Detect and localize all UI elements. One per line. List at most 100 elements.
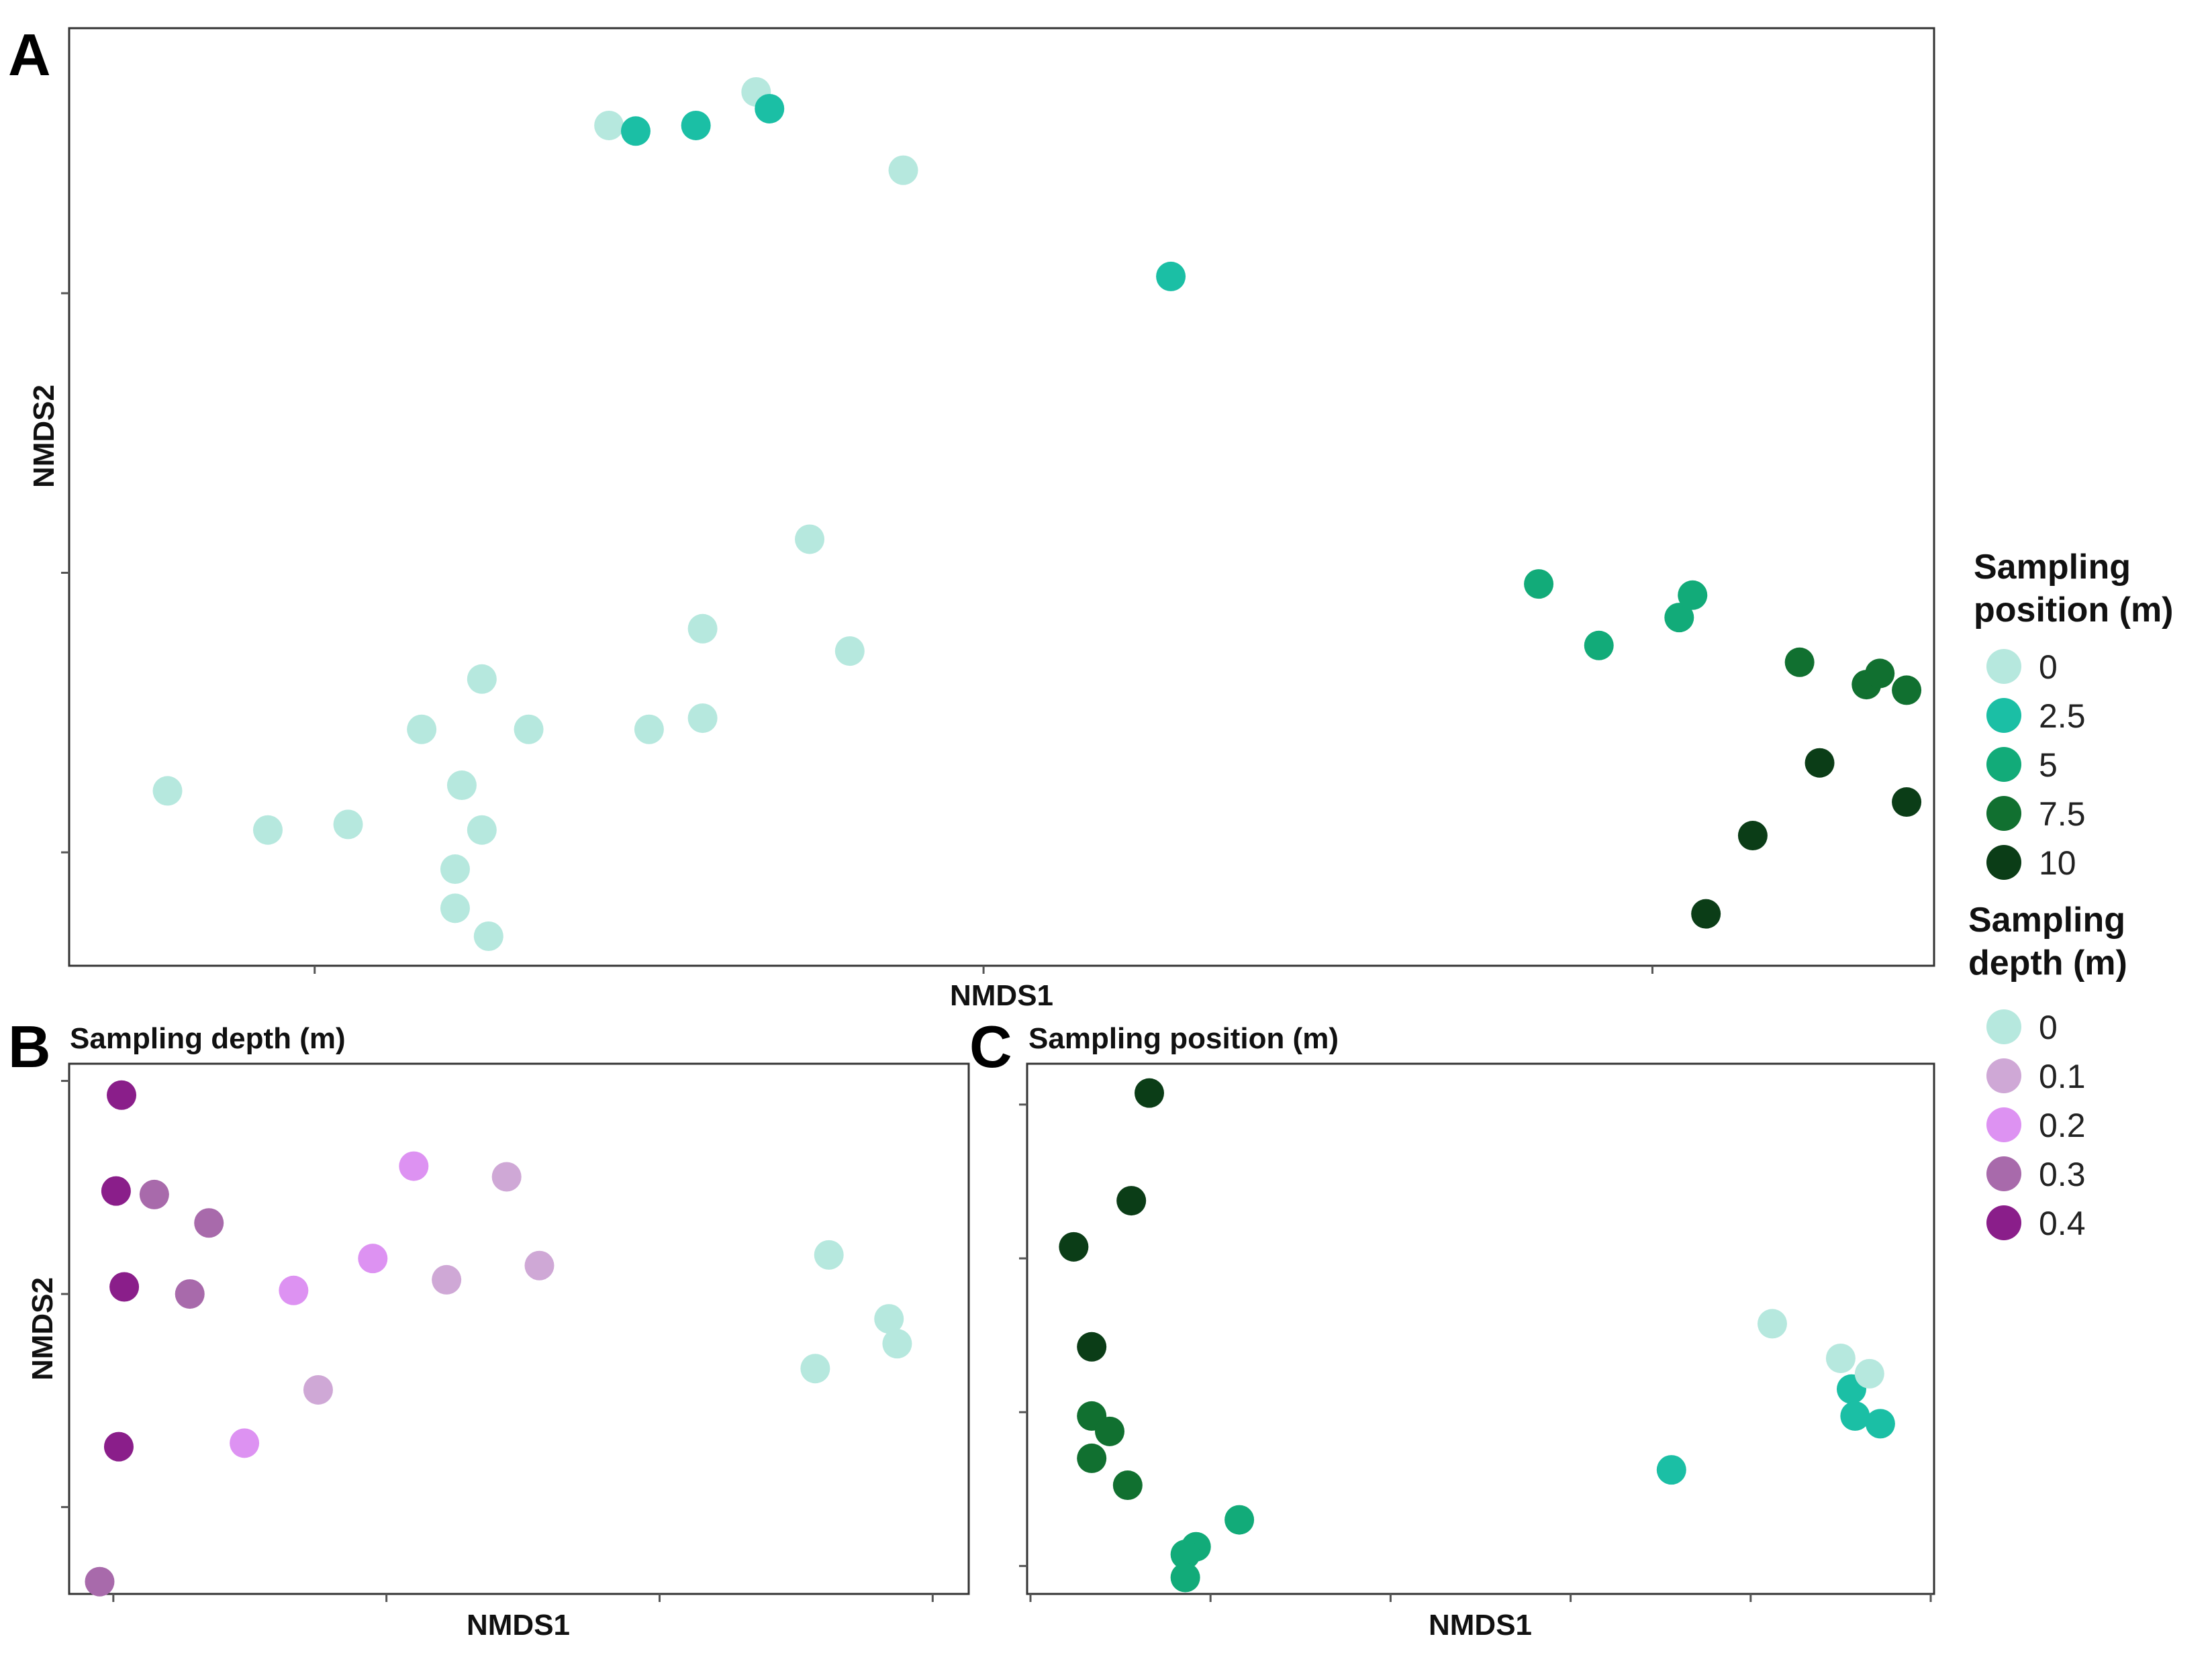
data-point (1224, 1505, 1255, 1535)
legend-label: 7.5 (2039, 795, 2086, 833)
legend-label: 0.1 (2039, 1058, 2086, 1095)
panel-b-ticks (61, 1080, 934, 1602)
data-point (107, 1080, 137, 1110)
panel-c-frame (1026, 1062, 1935, 1595)
data-point (1095, 1416, 1125, 1446)
data-point (1656, 1455, 1686, 1485)
panel-c-letter: C (969, 1013, 1012, 1080)
data-point (1784, 647, 1815, 677)
data-point (620, 116, 651, 146)
data-point (1825, 1343, 1856, 1373)
data-point (1757, 1309, 1787, 1339)
data-point (1077, 1332, 1107, 1362)
legend-depth-title-line1: Sampling (1968, 901, 2125, 940)
legend-swatch (1986, 796, 2021, 831)
data-point (1892, 787, 1922, 817)
data-point (1805, 748, 1835, 778)
data-point (103, 1432, 134, 1462)
legend-swatch (1986, 649, 2021, 684)
legend-label: 10 (2039, 844, 2076, 882)
legend-label: 2.5 (2039, 697, 2086, 735)
data-point (101, 1176, 131, 1206)
legend-swatch (1986, 1107, 2021, 1142)
data-point (252, 815, 283, 845)
legend-label: 0.2 (2039, 1107, 2086, 1144)
data-point (1112, 1470, 1143, 1501)
data-point (1737, 821, 1768, 851)
legend-depth: Sampling depth (m) 0 0.1 0.2 0.3 0.4 (1968, 901, 2127, 1242)
data-point (491, 1162, 522, 1192)
data-point (1678, 580, 1708, 610)
data-point (230, 1428, 260, 1458)
data-point (473, 921, 503, 952)
legend-label: 0.3 (2039, 1156, 2086, 1193)
data-point (755, 93, 785, 123)
panel-a-y-axis-label: NMDS2 (28, 385, 60, 488)
data-point (446, 770, 477, 801)
data-point (440, 893, 470, 923)
data-point (358, 1244, 388, 1274)
panel-c-title: Sampling position (m) (1028, 1022, 1339, 1055)
data-point (432, 1264, 462, 1295)
data-point (1584, 630, 1614, 660)
legend-swatch (1986, 1205, 2021, 1240)
data-point (467, 815, 497, 845)
data-point (888, 155, 918, 185)
legend-swatch (1986, 698, 2021, 733)
legend-label: 0 (2039, 1009, 2058, 1046)
data-point (834, 636, 865, 666)
legend-label: 5 (2039, 746, 2058, 784)
data-point (594, 110, 624, 140)
panel-a-letter: A (8, 21, 51, 88)
data-point (1135, 1078, 1165, 1108)
panel-b-letter: B (8, 1013, 51, 1080)
legend-label: 0.4 (2039, 1205, 2086, 1242)
legend-swatch (1986, 747, 2021, 782)
data-point (882, 1329, 912, 1359)
panel-a-x-axis-label: NMDS1 (950, 979, 1053, 1012)
legend-swatch (1986, 1009, 2021, 1044)
data-point (303, 1374, 333, 1405)
data-point (1892, 675, 1922, 705)
legend-swatch (1986, 1156, 2021, 1191)
panel-c-points (1059, 1078, 1895, 1593)
data-point (1059, 1232, 1089, 1262)
legend-position: Sampling position (m) 0 2.5 5 7.5 10 (1974, 548, 2174, 882)
data-point (687, 703, 718, 734)
data-point (440, 854, 470, 885)
data-point (399, 1151, 429, 1181)
data-point (1854, 1358, 1884, 1389)
data-point (1865, 1409, 1895, 1439)
data-point (175, 1279, 205, 1309)
legend-swatch (1986, 845, 2021, 880)
data-point (800, 1354, 830, 1384)
data-point (279, 1275, 309, 1305)
data-point (194, 1208, 224, 1238)
data-point (1664, 603, 1694, 633)
data-point (407, 714, 437, 744)
data-point (687, 613, 718, 644)
data-point (152, 776, 183, 806)
panel-b-y-axis-label: NMDS2 (26, 1277, 59, 1381)
panel-a-points (152, 77, 1922, 952)
data-point (1840, 1401, 1870, 1431)
panel-c-x-axis-label: NMDS1 (1429, 1609, 1532, 1642)
panel-b-title: Sampling depth (m) (70, 1022, 346, 1055)
data-point (85, 1566, 115, 1597)
data-point (514, 714, 544, 744)
data-point (1524, 569, 1554, 599)
panel-b-points (85, 1080, 912, 1597)
panel-a-frame (68, 27, 1935, 967)
data-point (634, 714, 664, 744)
legend-position-title-line2: position (m) (1974, 591, 2174, 630)
panel-b-x-axis-label: NMDS1 (467, 1609, 570, 1642)
panel-c-ticks (1019, 1103, 1932, 1602)
data-point (795, 524, 825, 554)
data-point (1156, 261, 1186, 291)
data-point (1116, 1186, 1147, 1216)
data-point (333, 809, 363, 840)
data-point (814, 1240, 844, 1270)
legend-label: 0 (2039, 648, 2058, 686)
data-point (1077, 1443, 1107, 1473)
data-point (1865, 658, 1895, 689)
